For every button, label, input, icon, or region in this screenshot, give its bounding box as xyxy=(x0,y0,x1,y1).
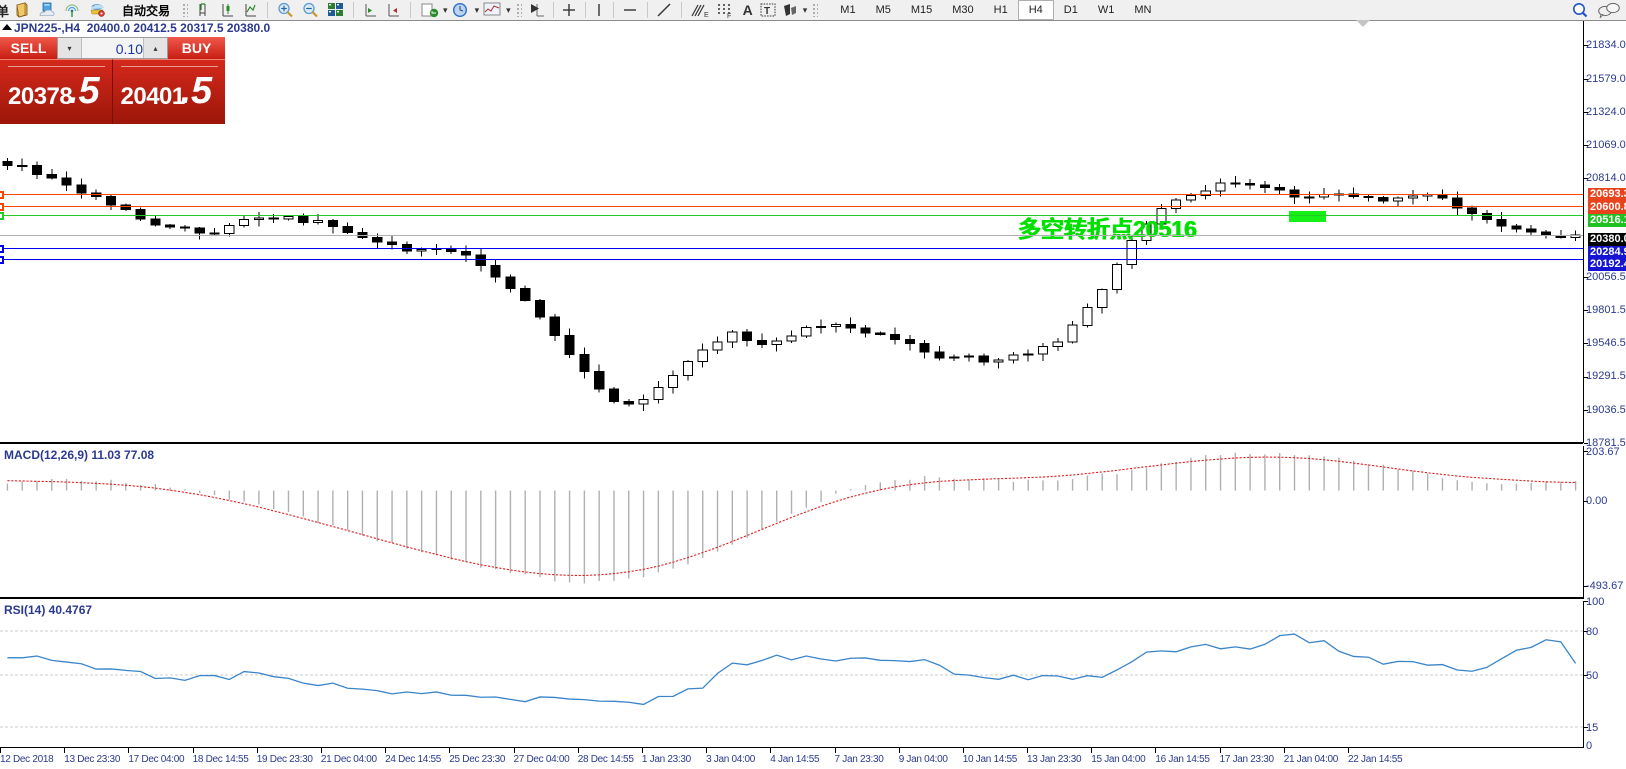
svg-text:T: T xyxy=(764,6,770,17)
svg-text:E: E xyxy=(704,12,709,18)
svg-text:F: F xyxy=(727,13,731,18)
